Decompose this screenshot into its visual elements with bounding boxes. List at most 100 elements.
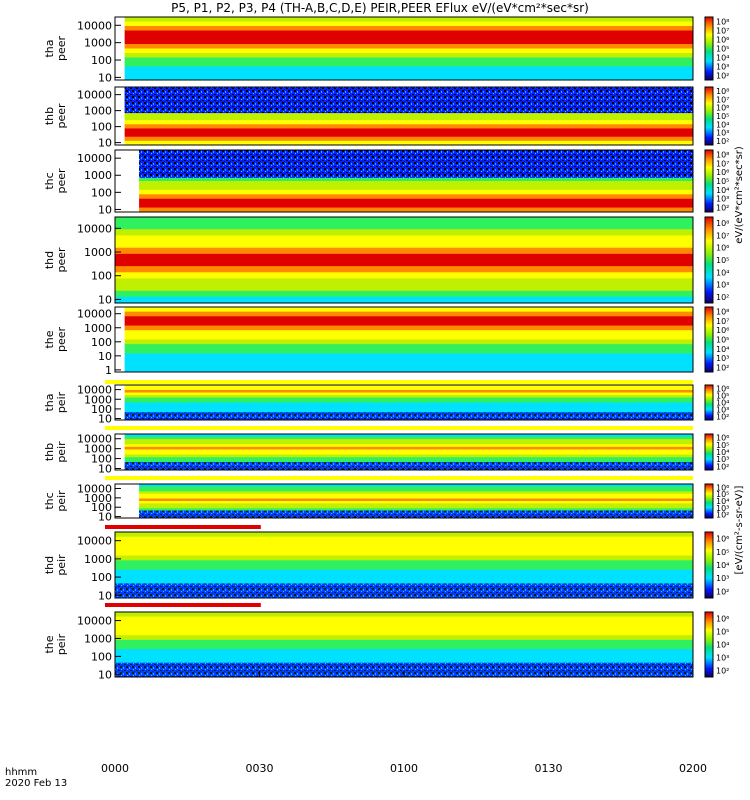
colorbar-tick-label: 10⁶ — [716, 326, 729, 335]
panel-the_peir: 10 100 1000 10000 thepeir 10² 10³ 10⁴ 10⁵ 10⁶ — [43, 611, 729, 681]
colorbar — [704, 433, 714, 471]
panel-frame — [114, 483, 694, 519]
colorbar-tick-label: 10⁶ — [716, 104, 729, 113]
spectrogram-band — [115, 229, 693, 236]
colorbar-tick-label: 10⁷ — [716, 231, 729, 240]
panel-label: thbpeer — [43, 103, 68, 129]
panel-frame — [114, 216, 694, 304]
spectrogram-band — [124, 348, 694, 354]
x-tick-label: 0130 — [535, 762, 563, 775]
y-tick-label: 10 — [98, 71, 112, 84]
y-tick-label: 10 — [98, 413, 112, 426]
colorbar-tick-label: 10⁷ — [716, 159, 729, 168]
y-tick-label: 10 — [98, 350, 112, 363]
y-tick-label: 10 — [98, 589, 112, 602]
spectrogram-band — [139, 503, 694, 507]
y-tick-label: 10000 — [77, 433, 112, 446]
y-tick-label: 100 — [91, 270, 112, 283]
panel-label-product: peer — [55, 247, 68, 273]
y-tick-label: 10000 — [77, 615, 112, 628]
spectrogram-band — [124, 339, 694, 345]
colorbar-tick-label: 10³ — [716, 354, 729, 363]
spectrogram-band — [115, 253, 693, 261]
noise-region — [124, 462, 694, 470]
panel-label-product: peir — [55, 633, 68, 655]
y-tick-label: 10000 — [77, 308, 112, 321]
panel-thd_peer: 10 100 1000 10000 thdpeer 10² 10³ 10⁴ 10⁵ 10⁶ 10⁷ 1… — [43, 216, 729, 306]
panel-label: thepeer — [43, 327, 68, 353]
panel-label: thdpeer — [43, 247, 68, 273]
spectrogram-band — [124, 39, 694, 45]
y-tick-label: 10000 — [77, 384, 112, 397]
colorbar-tick-label: 10⁸ — [716, 87, 729, 96]
y-tick-label: 100 — [91, 453, 112, 466]
spectrogram-band — [124, 395, 694, 398]
spectrogram-band — [124, 390, 694, 393]
spectrogram-band — [124, 344, 694, 350]
x-tick-label: 0000 — [101, 762, 129, 775]
spectrogram-band — [115, 635, 693, 641]
panel-frame — [114, 384, 694, 421]
colorbar-tick-label: 10⁶ — [716, 168, 729, 177]
colorbar-tick-label: 10⁸ — [716, 150, 729, 159]
colorbar-tick-label: 10² — [716, 293, 729, 302]
spectrogram-band — [139, 508, 694, 512]
panel-label: thepeir — [43, 633, 68, 655]
panel-label-product: peer — [55, 327, 68, 353]
spectrogram-band — [139, 181, 694, 186]
colorbar-tick-label: 10⁴ — [716, 186, 729, 195]
colorbar-tick-label: 10⁴ — [716, 561, 729, 570]
spectrogram-band — [115, 649, 693, 655]
noise-region — [115, 583, 693, 598]
spectrogram-band — [139, 194, 694, 200]
spectrogram-band — [139, 488, 694, 492]
y-tick-label: 1000 — [84, 393, 112, 406]
panel-frame — [114, 149, 694, 213]
spectrogram-band — [124, 402, 694, 406]
noise-region — [139, 510, 694, 518]
y-tick-label: 100 — [91, 650, 112, 663]
spectrogram-band — [139, 505, 694, 509]
y-tick-label: 100 — [91, 336, 112, 349]
spectrogram-band — [124, 449, 694, 453]
y-tick-label: 10 — [98, 511, 112, 524]
colorbar-tick-label: 10⁴ — [716, 641, 729, 650]
status-bar — [105, 426, 693, 430]
spectrogram-band — [124, 132, 694, 138]
spectrogram-band — [124, 48, 694, 54]
panel-label-product: peer — [55, 36, 68, 62]
noise-region — [124, 412, 694, 420]
colorbar-tick-label: 10⁶ — [716, 244, 729, 253]
spectrogram-band — [124, 397, 694, 401]
spectrogram-band — [124, 358, 694, 364]
spectrogram-band — [139, 185, 694, 191]
spectrogram-band — [124, 334, 694, 340]
spectrogram-band — [115, 644, 693, 650]
colorbar-tick-label: 10⁷ — [716, 95, 729, 104]
spectrogram-band — [115, 278, 693, 286]
colorbar-tick-label: 10⁵ — [716, 256, 729, 265]
spectrogram-band — [115, 272, 693, 279]
panel-label-probe: thc — [43, 492, 56, 509]
spectrogram-band — [124, 316, 694, 322]
y-tick-label: 10000 — [77, 89, 112, 102]
spectrogram-band — [124, 311, 694, 317]
panel-label-probe: thb — [43, 443, 56, 461]
x-axis-unit: hhmm — [5, 767, 38, 778]
y-tick-label: 1000 — [84, 246, 112, 259]
colorbar — [704, 384, 714, 421]
colorbar-tick-label: 10² — [716, 413, 729, 422]
colorbar-tick-label: 10² — [716, 587, 729, 596]
spectrogram-band — [124, 452, 694, 456]
spectrogram-band — [124, 307, 694, 313]
colorbar-tick-label: 10³ — [716, 129, 729, 138]
panel-frame — [114, 86, 694, 146]
colorbar-tick-label: 10² — [716, 363, 729, 372]
panel-label-probe: tha — [43, 39, 56, 57]
y-tick-label: 1000 — [84, 37, 112, 50]
colorbar-tick-label: 10³ — [716, 195, 729, 204]
colorbar-tick-label: 10³ — [716, 406, 729, 415]
colorbar-tick-label: 10² — [716, 72, 729, 81]
